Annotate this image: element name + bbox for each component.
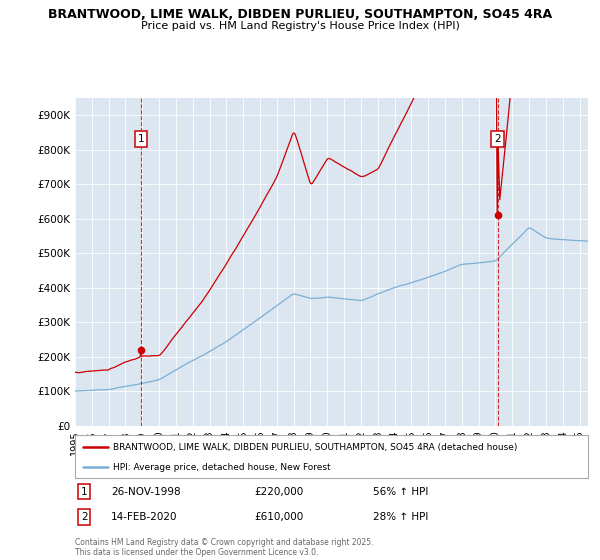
Text: 2: 2 xyxy=(81,512,88,522)
Text: 14-FEB-2020: 14-FEB-2020 xyxy=(111,512,178,522)
Text: BRANTWOOD, LIME WALK, DIBDEN PURLIEU, SOUTHAMPTON, SO45 4RA: BRANTWOOD, LIME WALK, DIBDEN PURLIEU, SO… xyxy=(48,8,552,21)
Text: Contains HM Land Registry data © Crown copyright and database right 2025.
This d: Contains HM Land Registry data © Crown c… xyxy=(75,538,373,557)
Text: 1: 1 xyxy=(137,134,144,144)
Text: 26-NOV-1998: 26-NOV-1998 xyxy=(111,487,181,497)
Text: BRANTWOOD, LIME WALK, DIBDEN PURLIEU, SOUTHAMPTON, SO45 4RA (detached house): BRANTWOOD, LIME WALK, DIBDEN PURLIEU, SO… xyxy=(113,442,518,451)
Text: 1: 1 xyxy=(81,487,88,497)
Text: £610,000: £610,000 xyxy=(254,512,304,522)
Text: Price paid vs. HM Land Registry's House Price Index (HPI): Price paid vs. HM Land Registry's House … xyxy=(140,21,460,31)
Text: £220,000: £220,000 xyxy=(254,487,304,497)
Text: HPI: Average price, detached house, New Forest: HPI: Average price, detached house, New … xyxy=(113,463,331,472)
Text: 2: 2 xyxy=(494,134,501,144)
Text: 28% ↑ HPI: 28% ↑ HPI xyxy=(373,512,428,522)
Text: 56% ↑ HPI: 56% ↑ HPI xyxy=(373,487,428,497)
